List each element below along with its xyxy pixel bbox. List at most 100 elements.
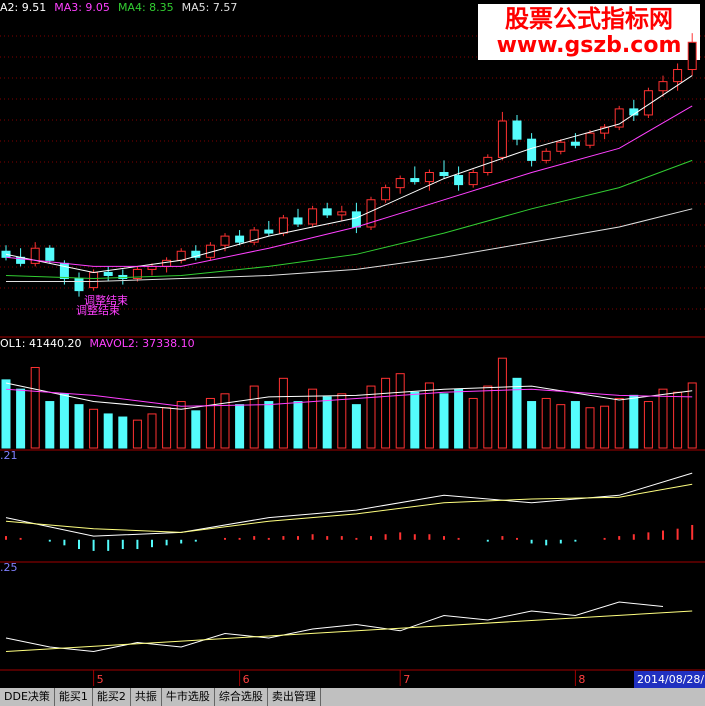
candle-body: [512, 120, 522, 140]
candle-body: [497, 120, 507, 158]
candle-body: [74, 278, 84, 292]
candle-body: [381, 187, 391, 201]
volume-bar: [512, 377, 522, 449]
candle-body: [600, 126, 610, 134]
volume-bar: [205, 397, 215, 449]
volume-bar: [687, 382, 697, 449]
volume-bar: [381, 377, 391, 449]
tab[interactable]: 牛市选股: [162, 688, 215, 706]
candle-body: [454, 175, 464, 186]
volume-bar: [264, 401, 274, 449]
volume-bar: [439, 393, 449, 449]
volume-bar: [220, 393, 230, 449]
volume-bar: [673, 391, 683, 449]
candle-body: [585, 132, 595, 146]
tab[interactable]: 综合选股: [215, 688, 268, 706]
legend-entry: OL1: 41440.20: [0, 337, 81, 350]
volume-bar: [454, 388, 464, 449]
volume-bar: [16, 388, 26, 449]
volume-bar: [59, 393, 69, 449]
cursor-date: 2014/08/28/: [637, 673, 704, 686]
candle-body: [643, 90, 653, 116]
volume-bar: [629, 394, 639, 449]
volume-bar: [293, 401, 303, 449]
x-tick-label: 5: [97, 673, 104, 686]
candle-body: [570, 141, 580, 146]
volume-bar: [351, 404, 361, 449]
candle-body: [191, 250, 201, 258]
legend-entry: MA3: 9.05: [54, 1, 110, 14]
tab[interactable]: 卖出管理: [268, 688, 321, 706]
candle-body: [614, 108, 624, 128]
tab[interactable]: DDE决策: [0, 688, 55, 706]
volume-bar: [74, 404, 84, 449]
indicator-line: [5, 382, 693, 410]
volume-bar: [424, 382, 434, 449]
candle-body: [293, 217, 303, 225]
volume-bar: [600, 405, 610, 449]
indicator-line: [5, 610, 693, 652]
indicator-line: [5, 388, 693, 407]
watermark-box: [478, 4, 700, 60]
volume-bar: [556, 404, 566, 449]
candle-body: [45, 247, 55, 261]
candle-body: [687, 41, 697, 71]
volume-bar: [337, 393, 347, 449]
volume-bar: [1, 379, 11, 449]
volume-bar: [395, 373, 405, 449]
indicator-line: [5, 75, 693, 274]
tab[interactable]: 能买1: [55, 688, 93, 706]
x-tick-label: 7: [403, 673, 410, 686]
volume-bar: [89, 408, 99, 449]
annotation: 调整结束: [76, 303, 120, 317]
candle-body: [556, 141, 566, 152]
volume-bar: [30, 366, 40, 449]
candle-body: [351, 211, 361, 228]
annotation: 调整结束: [84, 293, 128, 307]
indicator-line: [5, 472, 693, 537]
x-tick-label: 6: [243, 673, 250, 686]
indicator-line: [5, 601, 664, 653]
candle-body: [89, 271, 99, 289]
candle-body: [410, 178, 420, 183]
candle-body: [235, 235, 245, 243]
volume-bar: [308, 388, 318, 449]
volume-bar: [527, 401, 537, 449]
panel-title: .21: [0, 449, 18, 462]
tab[interactable]: 能买2: [93, 688, 131, 706]
volume-bar: [483, 385, 493, 449]
tab[interactable]: 共振: [131, 688, 162, 706]
layout: [0, 336, 705, 671]
watermark: 股票公式指标网 www.gszb.com: [478, 4, 700, 60]
candle-body: [468, 172, 478, 186]
volume-bar: [570, 401, 580, 449]
candle-body: [30, 247, 40, 264]
volume-bar: [541, 397, 551, 449]
candle-body: [1, 250, 11, 258]
volume-bar: [249, 385, 259, 449]
candle-body: [220, 235, 230, 246]
candle-body: [176, 250, 186, 261]
legend-entry: MA4: 8.35: [118, 1, 174, 14]
legend-entry: MA5: 7.57: [182, 1, 238, 14]
volume-bar: [103, 413, 113, 449]
chart: 股票公式指标网 www.gszb.com 2014/08/28/ 调整结束调整结…: [0, 1, 705, 688]
indicator-line: [5, 483, 693, 533]
legend-entry: MAVOL2: 37338.10: [89, 337, 194, 350]
volume-bar: [585, 407, 595, 449]
volume-bar: [643, 401, 653, 449]
volume-bar: [322, 396, 332, 449]
legend-entry: A2: 9.51: [0, 1, 46, 14]
volume-bar: [658, 388, 668, 449]
candle-body: [308, 208, 318, 225]
candle-body: [541, 150, 551, 161]
volume-bar: [176, 401, 186, 449]
indicator-line: [5, 105, 693, 267]
candle-body: [278, 217, 288, 234]
volume-bar: [614, 397, 624, 449]
candle-body: [395, 178, 405, 189]
tab-bar: DDE决策 能买1 能买2 共振 牛市选股 综合选股 卖出管理: [0, 688, 705, 706]
candle-body: [103, 271, 113, 276]
candle-body: [337, 211, 347, 216]
